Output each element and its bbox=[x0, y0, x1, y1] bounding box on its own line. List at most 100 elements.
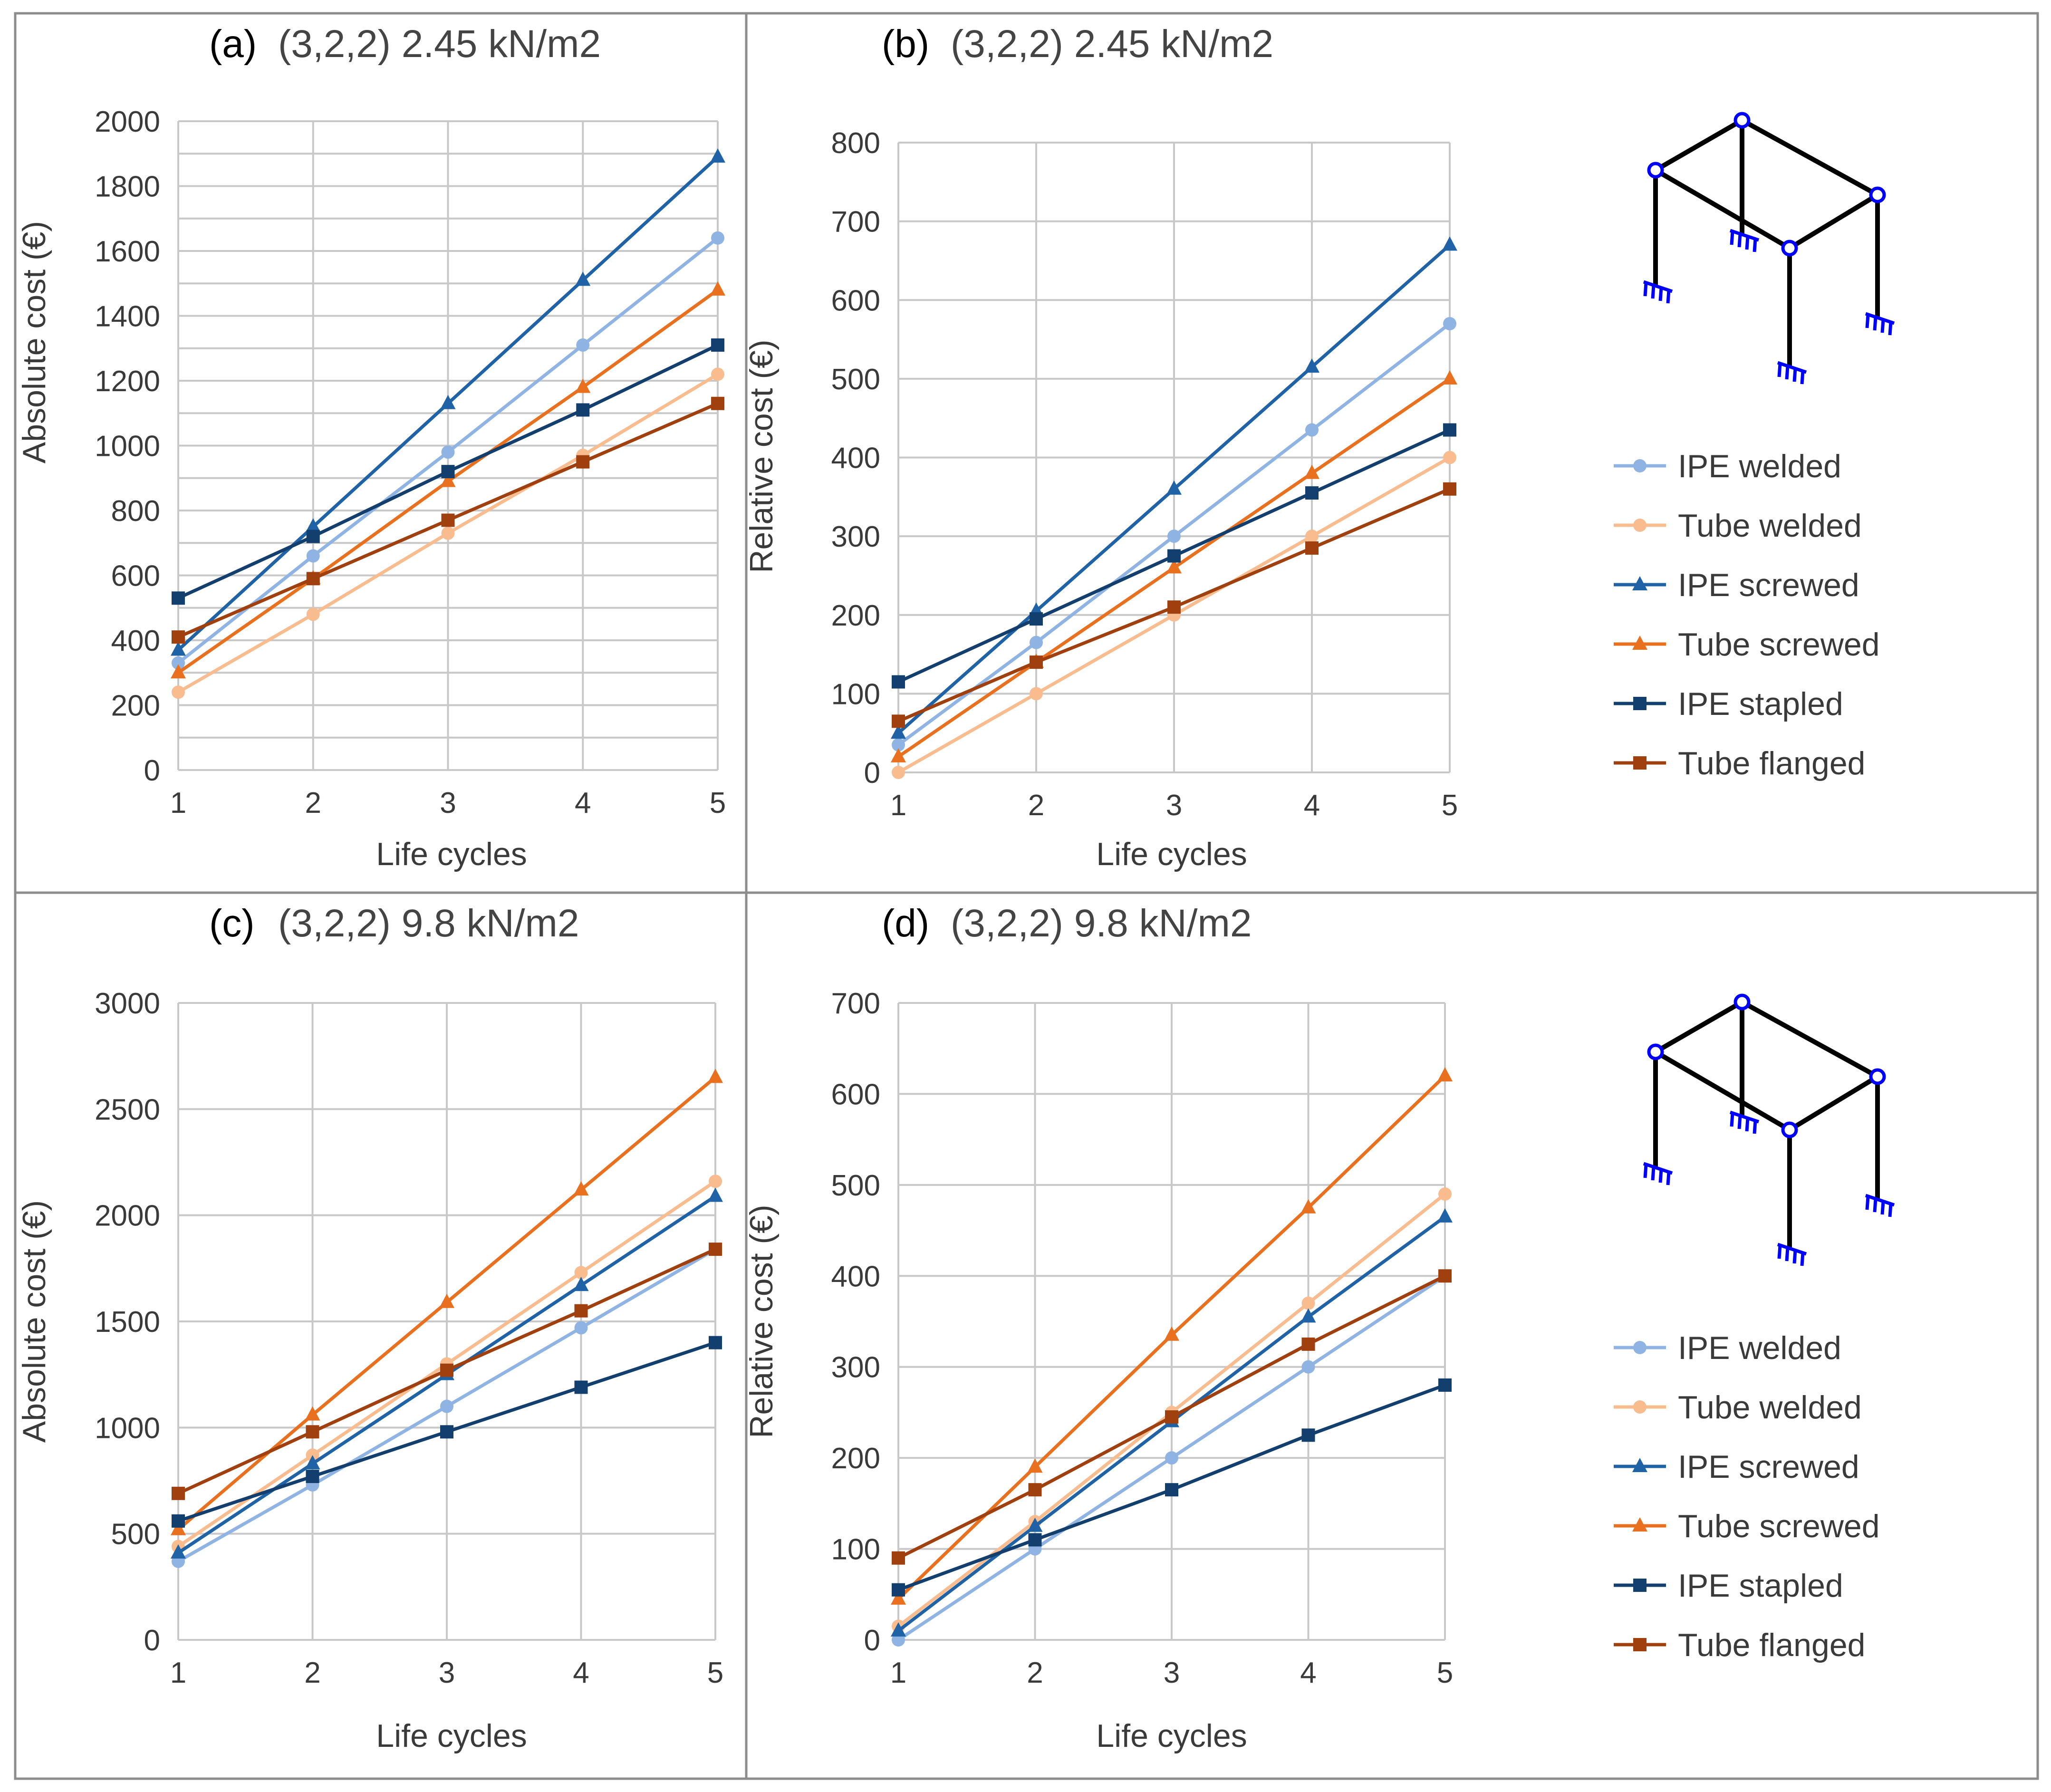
legend-item-tube-welded: Tube welded bbox=[1614, 508, 1862, 544]
data-point bbox=[1443, 423, 1456, 437]
support-base bbox=[1865, 312, 1895, 325]
support-hatch bbox=[1666, 289, 1671, 304]
support-hatch bbox=[1785, 366, 1790, 380]
data-point bbox=[1167, 530, 1181, 543]
data-point bbox=[1438, 1378, 1452, 1392]
legend-marker bbox=[1633, 1341, 1647, 1354]
data-point bbox=[172, 630, 185, 644]
data-point bbox=[1305, 423, 1319, 437]
data-point bbox=[710, 148, 725, 163]
legend-item-tube-screwed: Tube screwed bbox=[1614, 626, 1880, 663]
data-point bbox=[1304, 464, 1319, 479]
legend-item-tube-flanged: Tube flanged bbox=[1614, 1627, 1865, 1663]
support-base bbox=[1729, 229, 1760, 242]
legend-item-ipe-stapled: IPE stapled bbox=[1614, 1568, 1843, 1604]
y-tick-label: 800 bbox=[831, 127, 880, 160]
x-axis-label: Life cycles bbox=[1096, 836, 1247, 872]
y-tick-label: 700 bbox=[831, 987, 880, 1020]
data-point bbox=[1167, 600, 1181, 614]
y-tick-label: 0 bbox=[144, 1624, 160, 1657]
data-point bbox=[708, 1069, 723, 1083]
support-hatch bbox=[1666, 1171, 1671, 1185]
support-hatch bbox=[1651, 285, 1656, 299]
joint-pin bbox=[1869, 186, 1886, 203]
data-point bbox=[1030, 612, 1043, 626]
data-point bbox=[576, 455, 590, 469]
series-ipe-welded bbox=[172, 231, 724, 670]
y-tick-label: 600 bbox=[111, 560, 160, 593]
legend-marker bbox=[1633, 1638, 1647, 1651]
y-tick-label: 0 bbox=[864, 1624, 880, 1657]
data-point bbox=[1165, 1451, 1178, 1465]
support-hatch bbox=[1777, 363, 1782, 377]
support-hatch bbox=[1752, 238, 1757, 252]
x-tick-label: 5 bbox=[707, 1657, 723, 1689]
y-tick-label: 1400 bbox=[95, 300, 160, 333]
data-point bbox=[1301, 1428, 1315, 1442]
support-base bbox=[1777, 361, 1807, 374]
legend-label: Tube flanged bbox=[1678, 1627, 1865, 1663]
data-point bbox=[1305, 486, 1319, 500]
support-base bbox=[1729, 1110, 1760, 1124]
data-point bbox=[1438, 1269, 1452, 1283]
y-axis-label: Absolute cost (€) bbox=[16, 1200, 52, 1443]
data-point bbox=[892, 1583, 905, 1597]
support-hatch bbox=[1865, 314, 1870, 328]
legend-item-ipe-screwed: IPE screwed bbox=[1614, 567, 1859, 603]
data-point bbox=[710, 281, 725, 296]
y-tick-label: 0 bbox=[864, 757, 880, 790]
x-tick-label: 4 bbox=[1300, 1657, 1316, 1689]
gridlines bbox=[177, 120, 719, 771]
chart-title-prefix: (c) bbox=[209, 902, 255, 945]
data-point bbox=[172, 656, 185, 670]
chart-panel-c: 0 500 1000 1500 2000 2500 3000 1 2 3 4 5 (c) (3,2,2) … bbox=[16, 902, 723, 1754]
series-ipe-stapled bbox=[892, 423, 1456, 689]
chart-title: (3,2,2) 2.45 kN/m2 bbox=[278, 22, 601, 66]
data-point bbox=[1301, 1360, 1315, 1374]
y-tick-label: 1500 bbox=[95, 1306, 160, 1339]
support-hatch bbox=[1643, 282, 1648, 297]
data-point bbox=[1437, 1208, 1453, 1223]
chart-title: (3,2,2) 9.8 kN/m2 bbox=[278, 902, 579, 945]
legend-marker bbox=[1633, 1579, 1647, 1592]
legend-marker bbox=[1633, 697, 1647, 710]
joint-pin bbox=[1647, 162, 1664, 179]
y-tick-label: 1000 bbox=[95, 430, 160, 463]
data-point bbox=[1028, 1483, 1042, 1497]
data-point bbox=[892, 766, 905, 779]
support-hatch bbox=[1800, 370, 1805, 385]
support-hatch bbox=[1800, 1252, 1805, 1266]
x-tick-label: 5 bbox=[1442, 789, 1458, 822]
data-point bbox=[171, 1521, 186, 1535]
support-hatch bbox=[1865, 1196, 1870, 1210]
legend-label: Tube welded bbox=[1678, 508, 1862, 544]
legend-label: IPE stapled bbox=[1678, 1568, 1843, 1604]
frame-members bbox=[1653, 1000, 1880, 1249]
data-point bbox=[171, 641, 186, 656]
support-hatch bbox=[1737, 1115, 1742, 1129]
y-tick-label: 2000 bbox=[95, 106, 160, 138]
data-point bbox=[573, 1181, 589, 1196]
data-point bbox=[1165, 1410, 1178, 1424]
data-point bbox=[1442, 370, 1457, 385]
data-point bbox=[1164, 1326, 1179, 1341]
support-hatch bbox=[1785, 1247, 1790, 1262]
data-point bbox=[440, 472, 456, 487]
gridlines bbox=[897, 1002, 1446, 1641]
data-point bbox=[891, 748, 906, 762]
y-tick-label: 2000 bbox=[95, 1200, 160, 1233]
chart-title-prefix: (d) bbox=[882, 902, 929, 945]
data-point bbox=[306, 607, 320, 621]
legend-item-ipe-screwed: IPE screwed bbox=[1614, 1449, 1859, 1485]
support-hatch bbox=[1730, 231, 1734, 245]
y-tick-label: 400 bbox=[111, 625, 160, 657]
support-base bbox=[1777, 1243, 1807, 1256]
legend-marker bbox=[1633, 459, 1647, 472]
x-tick-label: 2 bbox=[304, 1657, 320, 1689]
data-point bbox=[1166, 480, 1182, 495]
data-point bbox=[891, 1622, 906, 1637]
data-point bbox=[172, 1486, 185, 1500]
data-point bbox=[575, 378, 591, 393]
y-tick-label: 1800 bbox=[95, 171, 160, 203]
legend-label: IPE stapled bbox=[1678, 686, 1843, 722]
